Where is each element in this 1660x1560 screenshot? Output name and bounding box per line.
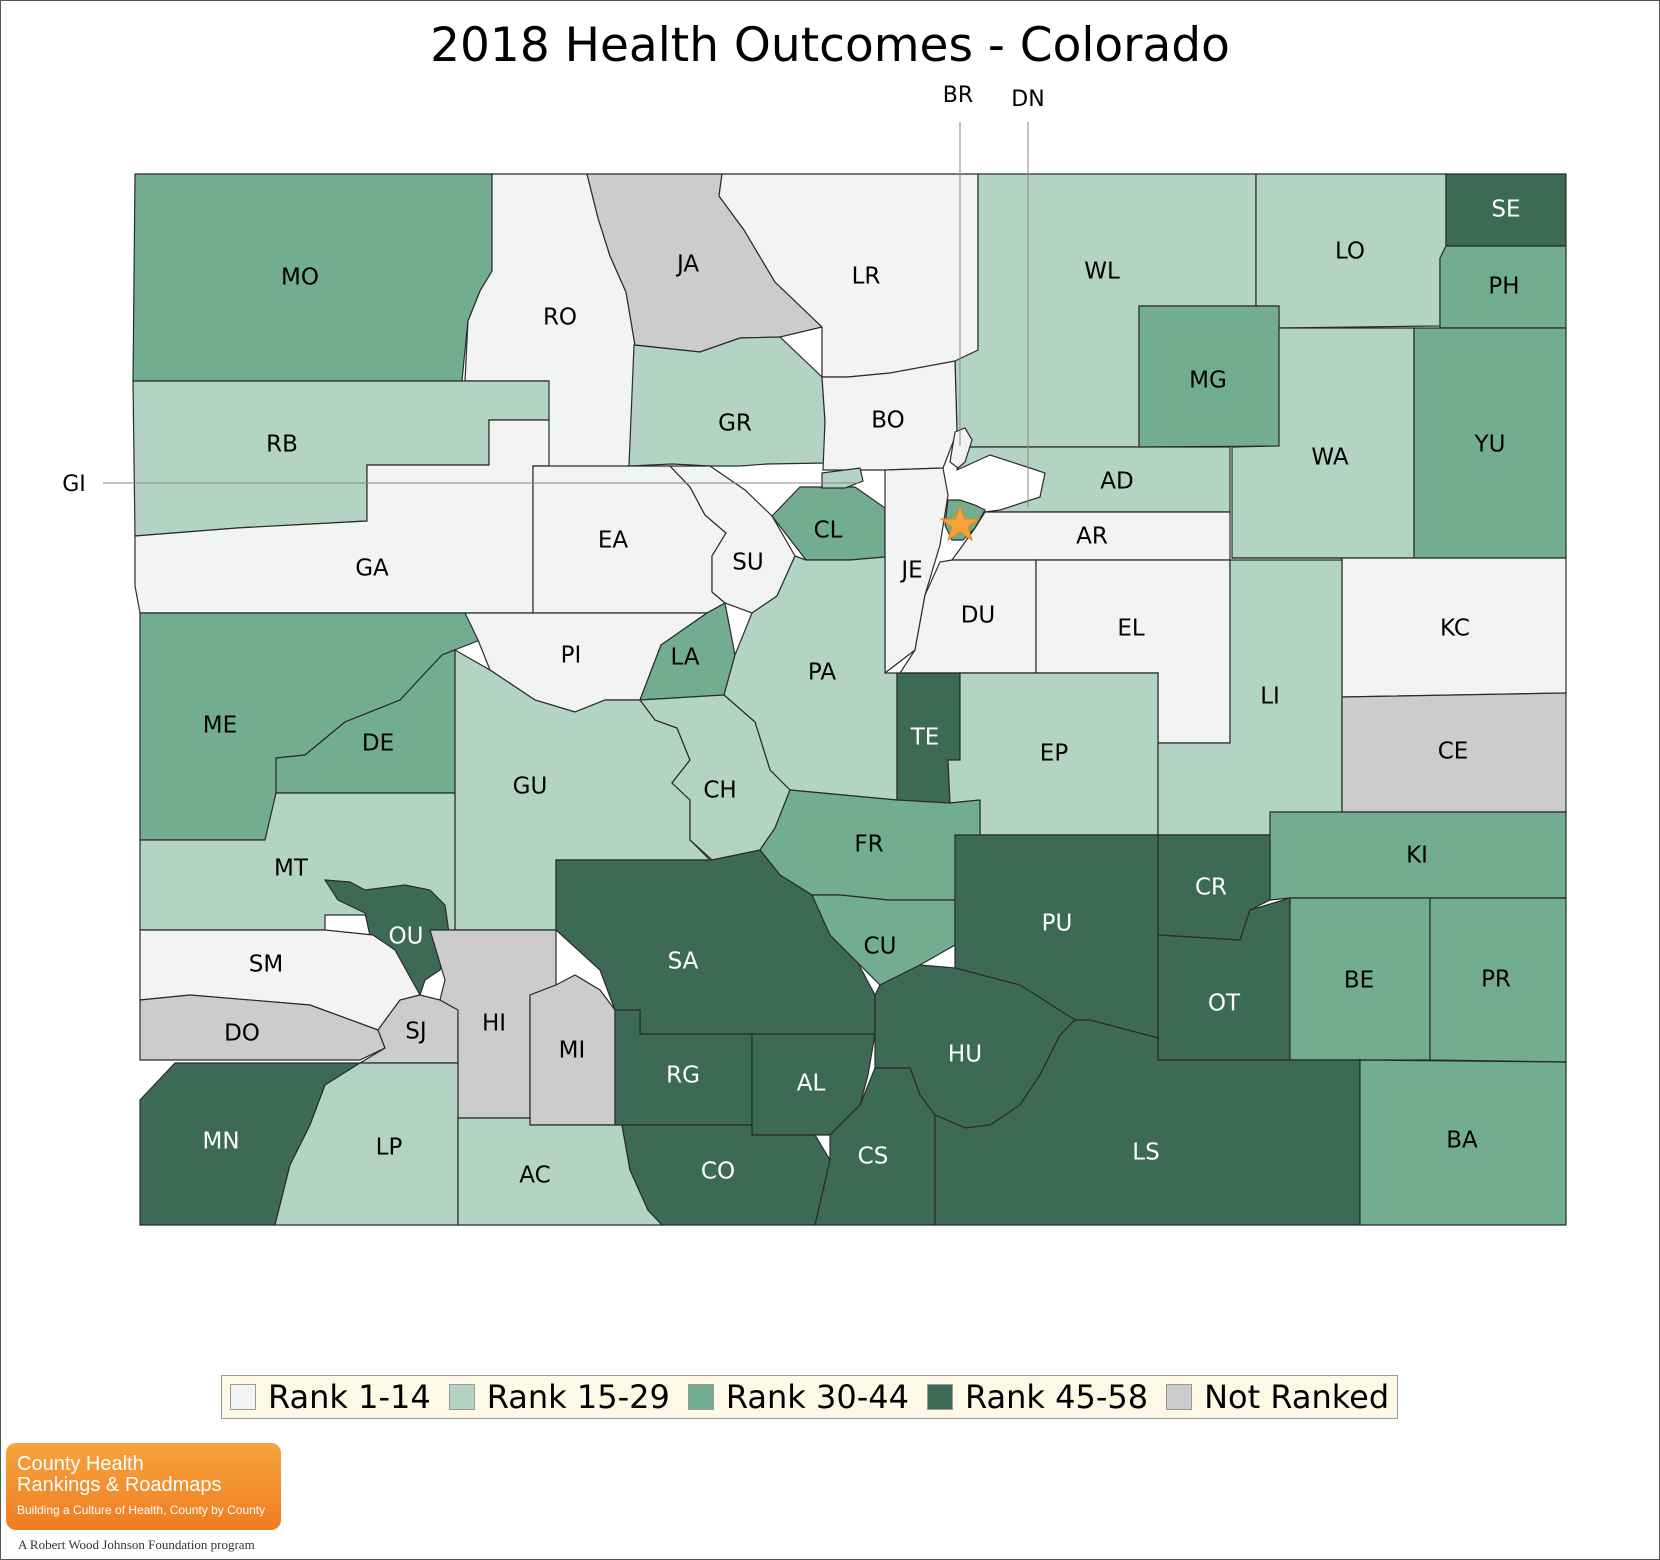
county-su (668, 465, 796, 614)
county-label-ki: KI (1406, 843, 1428, 869)
county-label-mi: MI (559, 1038, 586, 1064)
county-label-ar: AR (1076, 524, 1108, 550)
chrr-logo: County Health Rankings & Roadmaps Buildi… (6, 1443, 281, 1530)
county-label-pi: PI (561, 643, 582, 669)
county-label-wl: WL (1084, 259, 1120, 285)
county-label-lr: LR (852, 264, 881, 290)
county-label-ph: PH (1488, 274, 1519, 300)
county-gi (821, 467, 864, 489)
legend-item: Not Ranked (1166, 1378, 1389, 1416)
logo-line-2: Rankings & Roadmaps (17, 1474, 222, 1496)
county-label-kc: KC (1440, 616, 1470, 642)
logo-tagline: Building a Culture of Health, County by … (17, 1503, 266, 1517)
legend-item: Rank 30-44 (687, 1378, 909, 1416)
map-legend: Rank 1-14 Rank 15-29 Rank 30-44 Rank 45-58 N… (221, 1375, 1399, 1419)
county-br (949, 427, 973, 469)
county-label-al: AL (797, 1071, 826, 1097)
county-label-gu: GU (513, 774, 548, 800)
county-label-ga: GA (355, 556, 389, 582)
county-label-li: LI (1260, 684, 1280, 710)
county-label-rb: RB (266, 432, 298, 458)
county-label-gr: GR (718, 411, 752, 437)
legend-label: Rank 30-44 (725, 1378, 909, 1416)
county-label-cr: CR (1195, 875, 1227, 901)
county-label-de: DE (362, 731, 394, 757)
county-label-ce: CE (1438, 739, 1469, 765)
county-label-be: BE (1344, 968, 1374, 994)
legend-label: Not Ranked (1204, 1378, 1390, 1416)
county-label-te: TE (910, 725, 940, 751)
county-label-ja: JA (675, 252, 699, 278)
county-label-hu: HU (948, 1042, 982, 1068)
legend-swatch (230, 1384, 256, 1410)
county-label-mn: MN (202, 1129, 239, 1155)
county-label-ba: BA (1446, 1128, 1478, 1154)
county-label-ch: CH (703, 778, 736, 804)
county-label-co: CO (701, 1159, 735, 1185)
callout-label-br: BR (943, 83, 973, 108)
callout-label-gi: GI (62, 472, 86, 497)
county-label-du: DU (961, 603, 996, 629)
county-label-lo: LO (1335, 239, 1365, 265)
county-label-sj: SJ (405, 1019, 426, 1045)
county-label-pu: PU (1042, 911, 1073, 937)
county-label-me: ME (203, 713, 237, 739)
county-label-je: JE (899, 558, 922, 584)
county-label-mt: MT (274, 856, 309, 882)
legend-label: Rank 15-29 (486, 1378, 670, 1416)
legend-item: Rank 1-14 (230, 1378, 431, 1416)
county-label-ea: EA (598, 528, 629, 554)
county-label-ad: AD (1100, 469, 1133, 495)
legend-swatch (687, 1384, 714, 1410)
logo-foundation-credit: A Robert Wood Johnson Foundation program (18, 1537, 255, 1552)
star-icon (939, 504, 981, 542)
county-label-ls: LS (1132, 1140, 1159, 1166)
legend-swatch (926, 1384, 953, 1410)
county-label-lp: LP (376, 1135, 403, 1161)
county-label-pr: PR (1481, 967, 1511, 993)
map-title: 2018 Health Outcomes - Colorado (430, 18, 1230, 73)
county-label-rg: RG (666, 1063, 700, 1089)
county-label-bo: BO (871, 408, 904, 434)
county-label-fr: FR (854, 832, 883, 858)
county-cu (811, 894, 956, 986)
county-label-ot: OT (1208, 991, 1241, 1017)
county-ba (1359, 1059, 1567, 1226)
legend-swatch (1166, 1384, 1193, 1410)
county-label-cs: CS (858, 1144, 889, 1170)
county-ad (956, 446, 1231, 513)
county-label-la: LA (670, 645, 699, 671)
county-label-se: SE (1491, 197, 1520, 223)
county-label-sm: SM (249, 952, 283, 978)
legend-label: Rank 45-58 (964, 1378, 1149, 1416)
county-ou (323, 879, 451, 996)
county-label-hi: HI (482, 1011, 506, 1037)
county-label-mg: MG (1189, 368, 1227, 394)
county-label-ou: OU (389, 924, 424, 950)
county-label-cl: CL (814, 518, 843, 544)
county-label-wa: WA (1311, 445, 1348, 471)
county-cs (814, 1067, 936, 1226)
logo-line-1: County Health (17, 1453, 144, 1475)
county-label-el: EL (1117, 616, 1145, 642)
legend-label: Rank 1-14 (268, 1378, 431, 1416)
county-label-cu: CU (864, 934, 897, 960)
county-label-sa: SA (668, 949, 699, 975)
county-label-ep: EP (1040, 741, 1069, 767)
county-label-ro: RO (543, 305, 577, 331)
county-label-do: DO (224, 1021, 260, 1047)
legend-item: Rank 45-58 (926, 1378, 1149, 1416)
county-label-ac: AC (519, 1163, 550, 1189)
county-bo (821, 360, 958, 471)
legend-swatch (448, 1384, 475, 1410)
county-gr (628, 336, 826, 467)
callout-label-dn: DN (1011, 87, 1044, 112)
legend-item: Rank 15-29 (448, 1378, 670, 1416)
county-label-pa: PA (808, 660, 836, 686)
county-label-yu: YU (1474, 432, 1506, 458)
county-label-mo: MO (281, 265, 319, 291)
county-label-su: SU (732, 550, 763, 576)
